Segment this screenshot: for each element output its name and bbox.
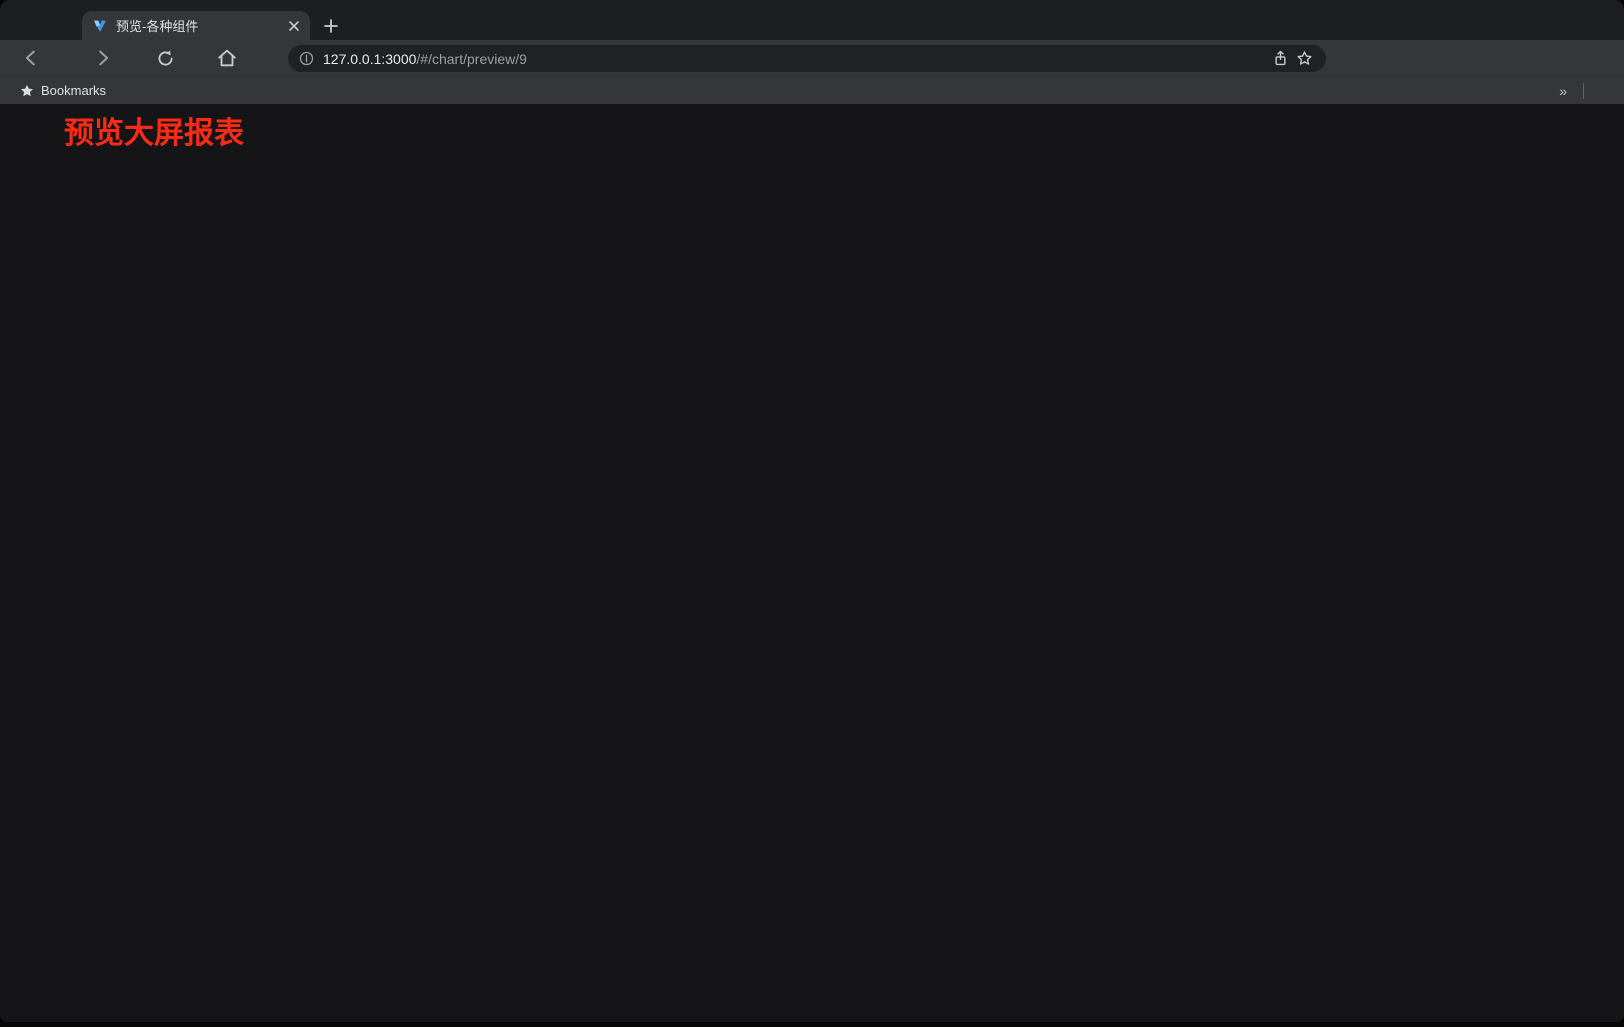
zoom-window-button[interactable] [60,14,72,26]
bookmarks-star-icon [21,84,33,96]
tab-title: 预览-各种组件 [116,19,199,34]
tab-favicon-icon [92,18,108,34]
bookmark-star-icon[interactable] [1292,47,1316,71]
reload-icon[interactable] [152,45,178,71]
new-tab-button[interactable] [318,13,344,39]
forward-icon[interactable] [90,45,116,71]
close-window-button[interactable] [18,14,30,26]
browser-toolbar: 127.0.0.1:3000/#/chart/preview/9 [0,40,1624,76]
tab-close-icon[interactable] [288,20,300,32]
minimize-window-button[interactable] [39,14,51,26]
address-bar[interactable]: 127.0.0.1:3000/#/chart/preview/9 [288,45,1326,72]
other-bookmarks-folder[interactable] [1596,88,1614,94]
browser-tab[interactable]: 预览-各种组件 [82,11,310,40]
url-path: /#/chart/preview/9 [416,50,527,67]
share-icon[interactable] [1268,47,1292,71]
page-title: 预览大屏报表 [64,117,244,150]
bookmarks-label: Bookmarks [41,83,107,98]
bookmarks-apps-item[interactable]: Bookmarks [10,80,115,102]
site-info-icon[interactable] [298,50,315,67]
url-host: 127.0.0.1:3000 [323,50,417,67]
bookmarks-right: » [1555,82,1614,99]
url-text: 127.0.0.1:3000/#/chart/preview/9 [323,51,1268,67]
bookmarks-bar: Bookmarks » [0,76,1624,104]
back-icon[interactable] [18,45,44,71]
home-icon[interactable] [214,45,240,71]
bookmarks-overflow-chevron[interactable]: » [1559,82,1567,99]
page-content: 预览大屏报表 [0,104,1624,1021]
bookmarks-divider [1583,82,1584,99]
window-controls [18,14,72,26]
tab-strip: 预览-各种组件 [0,0,1624,40]
